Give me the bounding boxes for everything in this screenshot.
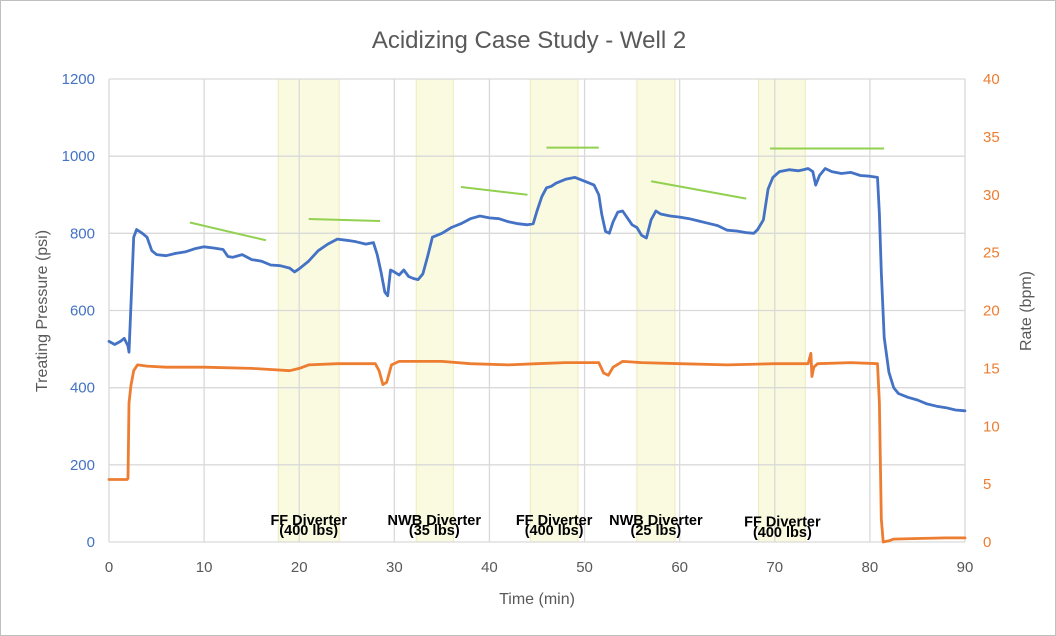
y2-tick-label-3: 15 bbox=[983, 360, 1000, 377]
diverter-label-2-line2: (35 lbs) bbox=[409, 523, 460, 539]
y-tick-label-0: 0 bbox=[87, 534, 95, 551]
trend-line-2 bbox=[308, 218, 381, 222]
x-tick-label-4: 40 bbox=[481, 559, 498, 576]
x-tick-label-8: 80 bbox=[862, 559, 879, 576]
y2-tick-label-4: 20 bbox=[983, 303, 1000, 320]
x-tick-label-2: 20 bbox=[291, 559, 308, 576]
grid bbox=[108, 78, 966, 543]
diverter-label-3-line1: FF Diverter bbox=[516, 513, 593, 529]
diverter-label-5-line1: FF Diverter bbox=[744, 514, 821, 530]
diverter-label-5-line2: (400 lbs) bbox=[753, 525, 812, 541]
y-tick-label-4: 800 bbox=[70, 225, 95, 242]
x-tick-label-5: 50 bbox=[576, 559, 593, 576]
y-axis-label: Treating Pressure (psi) bbox=[34, 230, 51, 392]
diverter-label-3-line2: (400 lbs) bbox=[525, 523, 584, 539]
diverter-label-1-line2: (400 lbs) bbox=[279, 523, 338, 539]
x-tick-label-7: 70 bbox=[766, 559, 783, 576]
trend-line-1 bbox=[189, 221, 267, 242]
y2-tick-label-6: 30 bbox=[983, 187, 1000, 204]
y-tick-label-5: 1000 bbox=[62, 148, 95, 165]
x-tick-label-1: 10 bbox=[196, 559, 213, 576]
series-lines bbox=[107, 167, 967, 544]
trend-lines bbox=[189, 146, 885, 242]
x-tick-label-6: 60 bbox=[671, 559, 688, 576]
y2-axis-label: Rate (bpm) bbox=[1018, 271, 1035, 351]
trend-line-3 bbox=[460, 186, 528, 196]
y2-tick-label-0: 0 bbox=[983, 534, 991, 551]
rate-series-line bbox=[107, 351, 967, 544]
diverter-labels: FF Diverter(400 lbs)NWB Diverter(35 lbs)… bbox=[270, 513, 821, 541]
diverter-label-4-line1: NWB Diverter bbox=[609, 513, 703, 529]
y2-tick-label-5: 25 bbox=[983, 245, 1000, 262]
trend-line-5 bbox=[650, 180, 747, 200]
diverter-label-4-line2: (25 lbs) bbox=[631, 523, 682, 539]
y-tick-label-2: 400 bbox=[70, 380, 95, 397]
pressure-series-line bbox=[107, 167, 967, 413]
y2-tick-label-8: 40 bbox=[983, 71, 1000, 88]
x-tick-label-9: 90 bbox=[957, 559, 974, 576]
diverter-label-1-line1: FF Diverter bbox=[270, 513, 347, 529]
x-axis-label: Time (min) bbox=[499, 591, 575, 608]
y2-tick-label-1: 5 bbox=[983, 476, 991, 493]
diverter-label-2-line1: NWB Diverter bbox=[388, 513, 482, 529]
chart-title: Acidizing Case Study - Well 2 bbox=[372, 27, 686, 54]
x-tick-label-3: 30 bbox=[386, 559, 403, 576]
y-tick-label-3: 600 bbox=[70, 303, 95, 320]
y2-tick-label-7: 35 bbox=[983, 129, 1000, 146]
y-tick-label-6: 1200 bbox=[62, 71, 95, 88]
y-tick-label-1: 200 bbox=[70, 457, 95, 474]
x-tick-label-0: 0 bbox=[105, 559, 113, 576]
y2-tick-label-2: 10 bbox=[983, 418, 1000, 435]
